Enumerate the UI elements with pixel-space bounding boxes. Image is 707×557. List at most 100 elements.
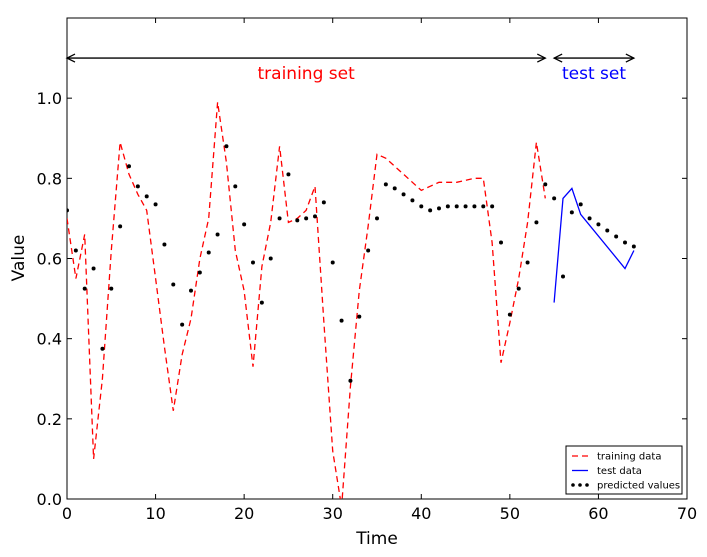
x-tick-label: 50 [500,504,520,523]
test-set-arrowhead-right [625,53,636,63]
predicted-point [189,288,193,293]
predicted-point [614,234,619,239]
predicted-point [242,222,247,227]
training-set-label: training set [258,64,356,84]
predicted-point [410,198,415,203]
training-set-arrowhead-right [536,53,547,63]
predicted-point [251,260,255,265]
predicted-point [605,228,610,233]
y-tick-label: 1.0 [37,89,62,108]
legend-label: predicted values [597,481,680,492]
test-set-arrowhead-left [552,53,563,63]
predicted-point [144,194,149,199]
predicted-point [348,378,353,383]
legend-dot [578,483,582,487]
predicted-point [428,208,433,213]
predicted-point [383,182,388,187]
legend-label: training data [597,452,661,463]
predicted-point [171,282,176,287]
predicted-point [401,192,406,197]
predicted-point [631,244,636,249]
predicted-point [463,204,468,209]
predicted-point [135,184,140,189]
plot-area [66,17,688,500]
predicted-point [206,250,211,255]
predicted-point [366,248,371,253]
y-axis-label: Value [9,235,29,282]
predicted-point [569,210,574,215]
predicted-point [321,200,326,205]
x-tick-label: 0 [62,504,72,523]
predicted-point [481,204,486,209]
predicted-point [543,182,548,187]
y-tick-label: 0.0 [37,490,62,509]
predicted-point [118,224,123,229]
y-tick-label: 0.8 [37,169,62,188]
predicted-point [127,164,131,169]
test-data-line [553,187,635,303]
legend-label: test data [597,466,642,477]
predicted-point [578,202,583,207]
x-tick-label: 60 [588,504,608,523]
predicted-point [259,300,264,305]
predicted-point [153,202,158,207]
y-tick-label: 0.6 [37,250,62,269]
predicted-point [91,266,96,271]
predicted-point [507,312,512,317]
y-tick-label: 0.4 [37,330,62,349]
predicted-point [215,232,220,237]
predicted-point [499,240,503,245]
predicted-point [100,346,105,351]
predicted-point [339,318,344,323]
legend-dot [585,483,589,487]
plot-series [67,102,636,499]
predicted-point [233,184,238,189]
x-tick-label: 40 [411,504,431,523]
predicted-point [277,216,282,221]
predicted-point [180,322,185,327]
predicted-point [109,286,114,291]
y-tick-label: 0.2 [37,410,62,429]
predicted-point [286,172,291,177]
annotations: training set test set [65,53,636,84]
axes-border [66,17,688,500]
x-tick-label: 10 [145,504,165,523]
predicted-point [268,256,273,261]
test-set-label: test set [562,64,626,84]
axis-ticks: 0 10 20 30 40 50 60 70 0.0 0.2 0.4 0.6 0.8 1.0 [37,18,697,523]
predicted-point [534,220,539,225]
predicted-point [561,274,565,279]
predicted-point [67,208,69,213]
x-tick-label: 30 [323,504,343,523]
predicted-point [73,248,78,253]
predicted-point [525,260,530,265]
predicted-point [375,216,379,221]
x-tick-label: 20 [234,504,254,523]
predicted-point [82,286,87,291]
predicted-point [224,144,229,149]
predicted-point [392,186,397,191]
predicted-point [330,260,335,265]
predicted-point [197,270,202,275]
predicted-point [454,204,459,209]
x-tick-label: 70 [677,504,697,523]
predicted-point [304,216,309,221]
predicted-point [587,216,592,221]
predicted-point [419,204,424,209]
predicted-point [472,204,477,209]
x-axis-label: Time [355,529,398,549]
predicted-point [313,214,317,219]
predicted-point [357,314,362,319]
legend-dot [571,483,575,487]
predicted-point [490,204,495,209]
training-data-line [67,102,546,499]
predicted-point [552,196,557,201]
predicted-point [623,240,627,245]
predicted-point [437,206,441,211]
training-set-arrowhead-left [65,53,76,63]
legend: training data test data predicted values [565,445,683,495]
predicted-point [596,222,601,227]
predicted-point [295,218,300,223]
predicted-point [162,242,167,247]
